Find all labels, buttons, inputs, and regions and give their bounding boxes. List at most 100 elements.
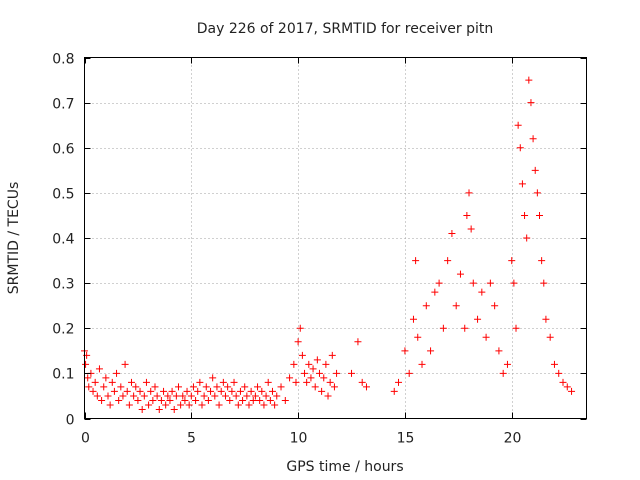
data-point [452, 302, 460, 310]
x-tick-label: 15 [397, 431, 415, 447]
data-point [461, 324, 469, 332]
data-point [138, 405, 146, 413]
plot-frame [84, 57, 587, 419]
grid-layer [84, 57, 587, 419]
data-point [189, 383, 197, 391]
y-tick-label: 0.7 [52, 97, 74, 113]
data-point [162, 401, 170, 409]
data-point [160, 387, 168, 395]
data-point [132, 383, 140, 391]
data-point [115, 396, 123, 404]
data-point [153, 392, 161, 400]
data-point [172, 392, 180, 400]
data-point [85, 383, 93, 391]
data-point [348, 369, 356, 377]
data-point [98, 396, 106, 404]
data-point [196, 378, 204, 386]
data-point [550, 360, 558, 368]
data-point [512, 324, 520, 332]
data-point [213, 383, 221, 391]
data-point [185, 401, 193, 409]
data-point [198, 401, 206, 409]
y-tick-label: 0.1 [52, 367, 74, 383]
data-point [224, 383, 232, 391]
data-point [333, 369, 341, 377]
data-point [82, 360, 90, 368]
data-point [194, 387, 202, 395]
data-point [328, 351, 336, 359]
data-point [166, 396, 174, 404]
data-point [292, 378, 300, 386]
data-point [117, 383, 125, 391]
data-point [516, 144, 524, 152]
x-axis-label: GPS time / hours [286, 459, 403, 475]
data-point [503, 360, 511, 368]
data-point [127, 378, 135, 386]
data-point [405, 369, 413, 377]
data-point [164, 392, 172, 400]
data-point [486, 279, 494, 287]
data-point [151, 383, 159, 391]
data-point [301, 369, 309, 377]
data-point [149, 396, 157, 404]
data-point [147, 387, 155, 395]
data-point [268, 387, 276, 395]
data-point [264, 378, 272, 386]
data-point [448, 229, 456, 237]
data-point [431, 288, 439, 296]
data-point [249, 396, 257, 404]
data-point [495, 347, 503, 355]
data-point [318, 387, 326, 395]
data-point [170, 405, 178, 413]
data-point [463, 211, 471, 219]
data-point [247, 387, 255, 395]
data-point [521, 211, 529, 219]
data-point [330, 383, 338, 391]
data-point [177, 401, 185, 409]
data-point [474, 315, 482, 323]
data-point [467, 225, 475, 233]
data-point [307, 374, 315, 382]
data-point [358, 378, 366, 386]
chart-title: Day 226 of 2017, SRMTID for receiver pit… [197, 21, 494, 37]
data-point [239, 396, 247, 404]
data-point [527, 99, 535, 107]
data-point [531, 166, 539, 174]
data-point [241, 383, 249, 391]
data-point [211, 392, 219, 400]
data-point [228, 387, 236, 395]
y-tick-label: 0.6 [52, 142, 74, 158]
data-point [456, 270, 464, 278]
data-point [219, 378, 227, 386]
data-point [204, 396, 212, 404]
data-point [102, 374, 110, 382]
data-point [260, 401, 268, 409]
data-point [243, 392, 251, 400]
data-point [320, 374, 328, 382]
data-point [514, 121, 522, 129]
data-point [217, 387, 225, 395]
data-point [422, 302, 430, 310]
x-tick-label: 10 [290, 431, 308, 447]
data-point [362, 383, 370, 391]
data-point [296, 324, 304, 332]
data-point [142, 378, 150, 386]
data-point [354, 338, 362, 346]
data-point [136, 387, 144, 395]
data-point [234, 401, 242, 409]
data-point [313, 356, 321, 364]
data-point [106, 401, 114, 409]
data-point [157, 396, 165, 404]
data-point [529, 135, 537, 143]
data-point [89, 387, 97, 395]
data-point [409, 315, 417, 323]
data-point [221, 392, 229, 400]
data-point [91, 378, 99, 386]
data-point [140, 392, 148, 400]
data-point [469, 279, 477, 287]
data-point [258, 387, 266, 395]
data-point [245, 401, 253, 409]
data-point [536, 211, 544, 219]
data-point [230, 378, 238, 386]
data-point [104, 392, 112, 400]
